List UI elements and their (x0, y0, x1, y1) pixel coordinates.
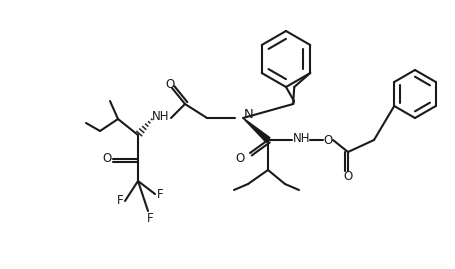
Text: O: O (343, 169, 352, 182)
Text: O: O (235, 153, 244, 165)
Text: F: F (157, 187, 163, 200)
Polygon shape (243, 118, 269, 142)
Text: O: O (165, 77, 174, 90)
Text: NH: NH (152, 109, 169, 122)
Text: F: F (116, 194, 123, 207)
Text: N: N (243, 108, 253, 121)
Text: O: O (102, 153, 111, 165)
Text: O: O (323, 133, 332, 147)
Text: F: F (147, 211, 153, 225)
Text: NH: NH (293, 132, 310, 144)
